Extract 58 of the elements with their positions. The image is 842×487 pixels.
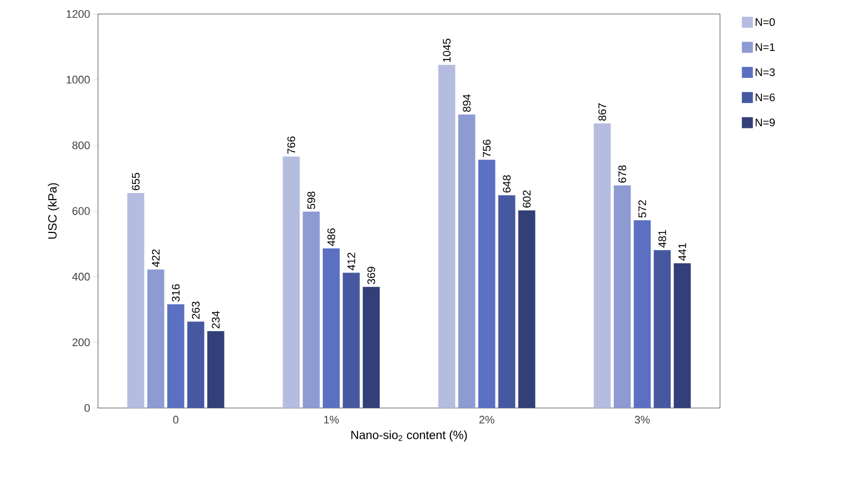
- y-tick-label: 1200: [66, 10, 90, 18]
- bar: [302, 212, 320, 408]
- bar: [458, 114, 476, 408]
- bar: [478, 160, 496, 408]
- y-tick-label: 800: [72, 141, 90, 150]
- data-label: 316: [172, 284, 180, 302]
- data-label: 867: [598, 103, 606, 121]
- data-label: 655: [132, 172, 140, 190]
- legend-label: N=3: [756, 68, 775, 76]
- bar: [634, 220, 651, 408]
- bar: [342, 272, 360, 408]
- legend-label: N=9: [756, 118, 775, 126]
- bar: [362, 286, 380, 408]
- y-tick-label: 1000: [66, 76, 90, 84]
- bar: [438, 64, 456, 408]
- y-axis-title: USC (kPa): [48, 183, 60, 239]
- data-label: 766: [287, 136, 296, 154]
- y-tick-label: 400: [72, 272, 90, 281]
- x-tick-label: 2%: [479, 416, 494, 424]
- data-label: 441: [678, 243, 686, 261]
- bar: [518, 210, 536, 408]
- data-label: 369: [367, 266, 376, 284]
- bar: [322, 248, 340, 408]
- bar: [594, 123, 611, 408]
- y-tick-label: 200: [72, 338, 90, 346]
- legend-label: N=1: [756, 43, 775, 51]
- data-label: 481: [658, 230, 666, 248]
- data-label: 602: [522, 190, 531, 208]
- data-label: 234: [212, 311, 220, 328]
- x-axis-title: Nano-sio$_{2}$ content (%): [351, 430, 467, 442]
- legend-label: N=6: [756, 93, 775, 102]
- data-label: 263: [192, 302, 200, 319]
- bar: [282, 156, 300, 408]
- bar: [498, 195, 516, 408]
- data-label: 572: [638, 200, 646, 218]
- bar: [614, 185, 631, 408]
- bar: [187, 322, 204, 408]
- data-label: 1045: [442, 38, 451, 62]
- data-label: 894: [462, 94, 471, 112]
- bar: [207, 331, 224, 408]
- data-label: 756: [482, 140, 491, 158]
- bar: [147, 269, 164, 408]
- data-label: 486: [327, 228, 336, 246]
- data-label: 648: [502, 175, 511, 192]
- bar: [167, 304, 184, 408]
- data-label: 412: [347, 252, 356, 270]
- data-label: 678: [618, 165, 626, 183]
- data-label: 598: [307, 192, 316, 210]
- y-tick-label: 0: [84, 404, 90, 412]
- bar: [674, 263, 691, 408]
- bar: [127, 192, 144, 408]
- x-tick-label: 1%: [324, 416, 339, 424]
- data-label: 422: [152, 250, 160, 267]
- y-tick-label: 600: [72, 207, 90, 215]
- bar: [654, 250, 671, 408]
- x-tick-label: 3%: [634, 416, 650, 424]
- x-tick-label: 0: [173, 416, 178, 424]
- legend-label: N=0: [756, 18, 775, 26]
